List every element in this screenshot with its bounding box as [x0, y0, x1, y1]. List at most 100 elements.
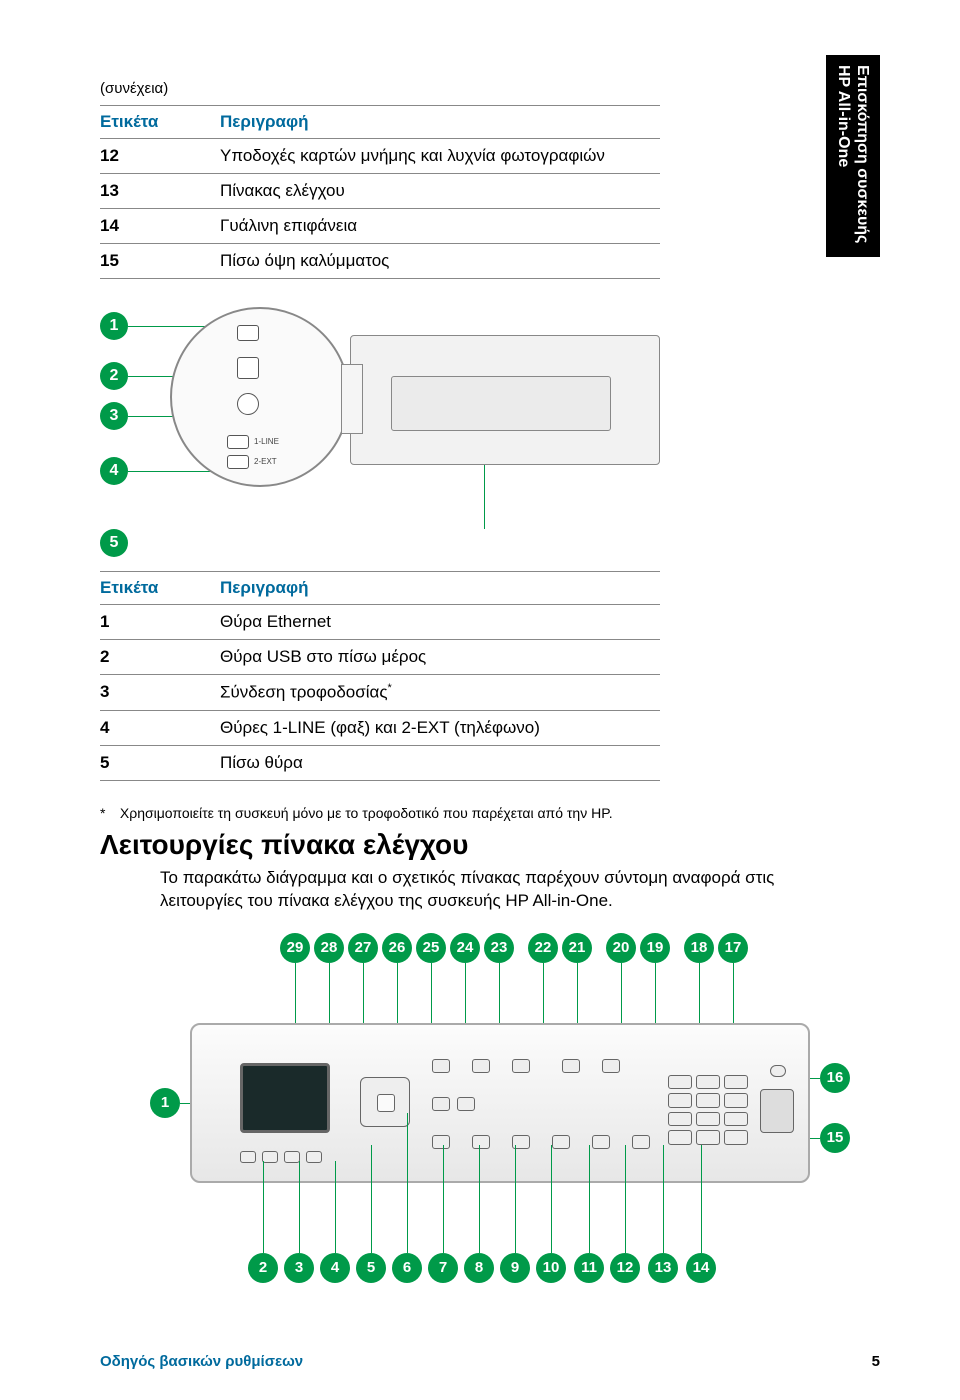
panel-callout: 18: [684, 933, 714, 963]
printer-body: [350, 335, 660, 465]
panel-callout: 11: [574, 1253, 604, 1283]
leader-line: [589, 1145, 590, 1253]
leader-line: [335, 1161, 336, 1253]
port-label-2ext: 2-EXT: [254, 457, 277, 466]
dpad-icon: [360, 1077, 410, 1127]
panel-callout: 7: [428, 1253, 458, 1283]
panel-callout: 4: [320, 1253, 350, 1283]
panel-callout: 21: [562, 933, 592, 963]
panel-callout: 23: [484, 933, 514, 963]
leader-line: [625, 1145, 626, 1253]
leader-line: [701, 1145, 702, 1253]
usb-port-icon: [237, 357, 259, 379]
panel-button-icon: [432, 1059, 450, 1073]
table-row: 5Πίσω θύρα: [100, 745, 660, 780]
panel-button-icon: [552, 1135, 570, 1149]
table-continued: Ετικέτα Περιγραφή 12Υποδοχές καρτών μνήμ…: [100, 105, 660, 279]
leader-line: [407, 1113, 408, 1253]
panel-callout: 1: [150, 1088, 180, 1118]
table-row: 15Πίσω όψη καλύμματος: [100, 244, 660, 279]
power-button-icon: [770, 1065, 786, 1077]
leader-line: [263, 1161, 264, 1253]
panel-callout: 8: [464, 1253, 494, 1283]
rear-door-icon: [391, 376, 611, 431]
rear-diagram: 1 2 3 4 5 1-LINE 2-EXT: [100, 297, 680, 567]
panel-callout: 5: [356, 1253, 386, 1283]
side-tab: Επισκόπηση συσκευής HP All-in-One: [826, 55, 880, 257]
port-label-1line: 1-LINE: [254, 437, 279, 446]
panel-callout: 3: [284, 1253, 314, 1283]
side-tab-line1: Επισκόπηση συσκευής: [854, 65, 871, 243]
table1-header-desc: Περιγραφή: [220, 106, 660, 139]
panel-callout: 25: [416, 933, 446, 963]
panel-callout: 10: [536, 1253, 566, 1283]
table1-header-label: Ετικέτα: [100, 106, 220, 139]
side-tab-line2: HP All-in-One: [835, 65, 852, 167]
table-row: 12Υποδοχές καρτών μνήμης και λυχνία φωτο…: [100, 139, 660, 174]
port-block-icon: [341, 364, 363, 434]
continued-label: (συνέχεια): [100, 80, 880, 97]
panel-callout: 28: [314, 933, 344, 963]
panel-button-icon: [472, 1135, 490, 1149]
control-panel-body: [190, 1023, 810, 1183]
table-row: 3Σύνδεση τροφοδοσίας*: [100, 675, 660, 711]
panel-callout: 12: [610, 1253, 640, 1283]
panel-callout: 15: [820, 1123, 850, 1153]
control-panel-diagram: 29 28 27 26 25 24 23 22 21 20 19 18 17 1…: [150, 923, 850, 1303]
leader-line: [551, 1145, 552, 1253]
footnote-star: *: [100, 805, 116, 821]
panel-button-icon: [512, 1059, 530, 1073]
leader-line: [443, 1145, 444, 1253]
callout-3: 3: [100, 402, 128, 430]
panel-button-icon: [602, 1059, 620, 1073]
panel-button-icon: [432, 1097, 450, 1111]
leader-line: [663, 1145, 664, 1253]
table-row: 2Θύρα USB στο πίσω μέρος: [100, 640, 660, 675]
table-row: 1Θύρα Ethernet: [100, 605, 660, 640]
leader-line: [515, 1145, 516, 1253]
footnote: * Χρησιμοποιείτε τη συσκευή μόνο με το τ…: [100, 799, 880, 821]
section-body: Το παρακάτω διάγραμμα και ο σχετικός πίν…: [160, 867, 780, 913]
panel-button-icon: [457, 1097, 475, 1111]
panel-callout: 27: [348, 933, 378, 963]
panel-button-icon: [432, 1135, 450, 1149]
panel-callout: 13: [648, 1253, 678, 1283]
panel-callout: 17: [718, 933, 748, 963]
table-row: 14Γυάλινη επιφάνεια: [100, 209, 660, 244]
printer-illustration: 1-LINE 2-EXT: [170, 307, 670, 507]
table-row: 13Πίνακας ελέγχου: [100, 174, 660, 209]
table-ports: Ετικέτα Περιγραφή 1Θύρα Ethernet 2Θύρα U…: [100, 571, 660, 781]
callout-1: 1: [100, 312, 128, 340]
ok-button-icon: [377, 1094, 395, 1112]
start-button-icon: [760, 1089, 794, 1133]
panel-button-icon: [592, 1135, 610, 1149]
callout-4: 4: [100, 457, 128, 485]
panel-callout: 26: [382, 933, 412, 963]
ethernet-port-icon: [237, 325, 259, 341]
page-number: 5: [872, 1353, 880, 1370]
panel-callout: 16: [820, 1063, 850, 1093]
panel-callout: 29: [280, 933, 310, 963]
zoom-circle: 1-LINE 2-EXT: [170, 307, 350, 487]
footnote-text: Χρησιμοποιείτε τη συσκευή μόνο με το τρο…: [120, 805, 613, 821]
leader-line: [371, 1145, 372, 1253]
footnote-star-ref: *: [388, 682, 392, 694]
panel-button-icon: [306, 1151, 322, 1163]
panel-button-icon: [472, 1059, 490, 1073]
numeric-keypad-icon: [668, 1075, 748, 1145]
panel-callout: 19: [640, 933, 670, 963]
panel-callout: 24: [450, 933, 480, 963]
table-row: 4Θύρες 1-LINE (φαξ) και 2-EXT (τηλέφωνο): [100, 710, 660, 745]
callout-2: 2: [100, 362, 128, 390]
display-screen-icon: [240, 1063, 330, 1133]
ext-port-icon: [227, 455, 249, 469]
line-port-icon: [227, 435, 249, 449]
table2-header-label: Ετικέτα: [100, 572, 220, 605]
panel-callout: 22: [528, 933, 558, 963]
panel-callout: 14: [686, 1253, 716, 1283]
panel-button-icon: [262, 1151, 278, 1163]
panel-button-icon: [240, 1151, 256, 1163]
leader-line: [299, 1161, 300, 1253]
panel-callout: 20: [606, 933, 636, 963]
callout-5: 5: [100, 529, 128, 557]
